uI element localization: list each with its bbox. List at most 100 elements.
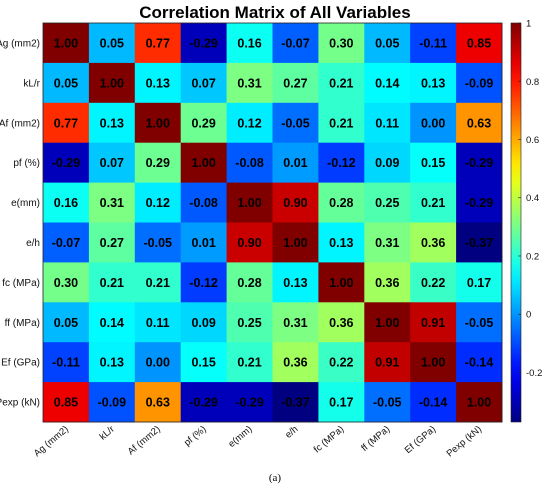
cell-value-label: 0.09 xyxy=(191,316,215,330)
x-tick-label: Ag (mm2) xyxy=(32,424,71,459)
cell-value-label: 1.00 xyxy=(146,116,170,130)
cell-value-label: 0.85 xyxy=(54,396,78,410)
heatmap-cell-fc-mpa-ef-gpa xyxy=(410,262,457,303)
cell-value-label: 0.29 xyxy=(146,156,170,170)
cell-value-label: -0.08 xyxy=(235,156,264,170)
cell-value-label: 0.16 xyxy=(54,196,78,210)
cell-value-label: -0.29 xyxy=(189,396,218,410)
heatmap-cell-af-mm2-af-mm2 xyxy=(134,102,182,144)
heatmap-cell-kl-r-af-mm2 xyxy=(134,62,182,104)
cell-value-label: 0.09 xyxy=(375,156,399,170)
y-tick-label: pf (%) xyxy=(13,158,40,169)
heatmap-cell-ef-gpa-ag-mm2 xyxy=(43,342,90,383)
cell-value-label: 1.00 xyxy=(54,36,78,50)
heatmap-cell-ag-mm2-fc-mpa xyxy=(318,23,365,64)
cell-value-label: 0.13 xyxy=(283,276,307,290)
cell-value-label: -0.05 xyxy=(281,116,310,130)
cell-value-label: 1.00 xyxy=(467,396,491,410)
cell-value-label: 0.14 xyxy=(100,316,124,330)
cell-value-label: 0.01 xyxy=(283,156,307,170)
heatmap-cell-ag-mm2-pexp-kn xyxy=(456,23,503,64)
heatmap-cell-pexp-kn-e-h xyxy=(272,382,319,423)
colorbar xyxy=(510,22,522,423)
heatmap-cell-kl-r-pf xyxy=(180,62,227,104)
cell-value-label: 1.00 xyxy=(191,156,215,170)
cell-value-label: -0.09 xyxy=(465,76,494,90)
cell-value-label: 0.85 xyxy=(467,36,491,50)
cell-value-label: -0.11 xyxy=(52,356,80,370)
cell-value-label: 0.17 xyxy=(329,396,353,410)
heatmap-cell-pf-af-mm2 xyxy=(134,142,182,183)
cell-value-label: 0.30 xyxy=(329,36,353,50)
heatmap-cell-e-mm-af-mm2 xyxy=(134,182,182,223)
cell-value-label: -0.29 xyxy=(465,196,494,210)
cell-value-label: -0.07 xyxy=(281,36,310,50)
x-tick-label: Af (mm2) xyxy=(126,424,163,458)
heatmap-cell-ff-mpa-ff-mpa xyxy=(364,302,411,343)
cell-value-label: 0.90 xyxy=(237,236,261,250)
heatmap-cell-pf-pf xyxy=(180,142,227,183)
y-tick-label: Ef (GPa) xyxy=(1,358,40,369)
heatmap-cell-af-mm2-e-mm xyxy=(226,102,273,144)
heatmap-cell-pexp-kn-ag-mm2 xyxy=(43,382,90,423)
cell-value-label: 0.25 xyxy=(375,196,399,210)
heatmap-cell-pf-e-h xyxy=(272,142,319,183)
heatmap-cell-ef-gpa-fc-mpa xyxy=(318,342,365,383)
x-tick-label: ff (MPa) xyxy=(359,424,392,454)
heatmap-cell-fc-mpa-pexp-kn xyxy=(456,262,503,303)
cell-value-label: 0.21 xyxy=(329,76,353,90)
y-tick-label: Ag (mm2) xyxy=(0,38,40,49)
heatmap-cell-pf-kl-r xyxy=(88,142,136,183)
x-tick-label: pf (%) xyxy=(182,424,208,449)
heatmap-cell-ef-gpa-pf xyxy=(180,342,227,383)
heatmap-cell-fc-mpa-af-mm2 xyxy=(134,262,182,303)
cell-value-label: 0.25 xyxy=(237,316,261,330)
cell-value-label: 1.00 xyxy=(375,316,399,330)
x-tick-label: fc (MPa) xyxy=(312,424,347,455)
heatmap-cell-e-mm-pexp-kn xyxy=(456,182,503,223)
cell-value-label: -0.14 xyxy=(419,396,448,410)
heatmap-cell-pexp-kn-ef-gpa xyxy=(410,382,457,423)
cell-value-label: 0.77 xyxy=(54,116,78,130)
cell-value-label: 0.31 xyxy=(100,196,124,210)
heatmap-cell-ef-gpa-kl-r xyxy=(88,342,136,383)
cell-value-label: -0.12 xyxy=(189,276,218,290)
heatmap-cell-ff-mpa-e-h xyxy=(272,302,319,343)
cell-value-label: 0.14 xyxy=(375,76,399,90)
heatmap-cell-e-h-e-mm xyxy=(226,222,273,263)
cell-value-label: -0.11 xyxy=(419,36,447,50)
cell-value-label: 0.91 xyxy=(421,316,445,330)
cell-value-label: 0.00 xyxy=(146,356,170,370)
cell-value-label: 0.91 xyxy=(375,356,399,370)
cell-value-label: -0.14 xyxy=(465,356,494,370)
cell-value-label: 0.22 xyxy=(421,276,445,290)
cell-value-label: 0.30 xyxy=(54,276,78,290)
cell-value-label: 0.15 xyxy=(421,156,445,170)
cell-value-label: 0.36 xyxy=(329,316,353,330)
heatmap-cell-e-h-fc-mpa xyxy=(318,222,365,263)
y-axis-tick-labels: Ag (mm2) kL/r Af (mm2) pf (%) e(mm) e/h fc (MP… xyxy=(0,38,41,408)
heatmap-cell-e-mm-ff-mpa xyxy=(364,182,411,223)
heatmap-cell-pexp-kn-pf xyxy=(180,382,227,423)
heatmap-cell-kl-r-e-mm xyxy=(226,62,273,104)
heatmap-cells xyxy=(43,23,503,423)
chart-title: Correlation Matrix of All Variables xyxy=(139,3,410,22)
cell-value-label: 0.63 xyxy=(467,116,491,130)
cell-value-label: -0.29 xyxy=(235,396,264,410)
heatmap-cell-e-h-ef-gpa xyxy=(410,222,457,263)
heatmap-cell-fc-mpa-pf xyxy=(180,262,227,303)
heatmap-cell-ff-mpa-af-mm2 xyxy=(134,302,182,343)
y-tick-label: e/h xyxy=(26,238,40,249)
cell-value-label: 0.15 xyxy=(191,356,215,370)
cell-value-label: 0.27 xyxy=(100,236,124,250)
x-tick-label: kL/r xyxy=(98,424,117,443)
heatmap-cell-e-mm-e-h xyxy=(272,182,319,223)
heatmap-cell-af-mm2-ef-gpa xyxy=(410,102,457,144)
y-tick-label: fc (MPa) xyxy=(2,278,40,289)
colorbar-tick-label: 0.4 xyxy=(526,193,539,204)
heatmap-cell-ff-mpa-fc-mpa xyxy=(318,302,365,343)
heatmap-cell-kl-r-e-h xyxy=(272,62,319,104)
heatmap-cell-af-mm2-pexp-kn xyxy=(456,102,503,144)
cell-value-label: 0.28 xyxy=(329,196,353,210)
cell-value-label: 0.31 xyxy=(375,236,399,250)
